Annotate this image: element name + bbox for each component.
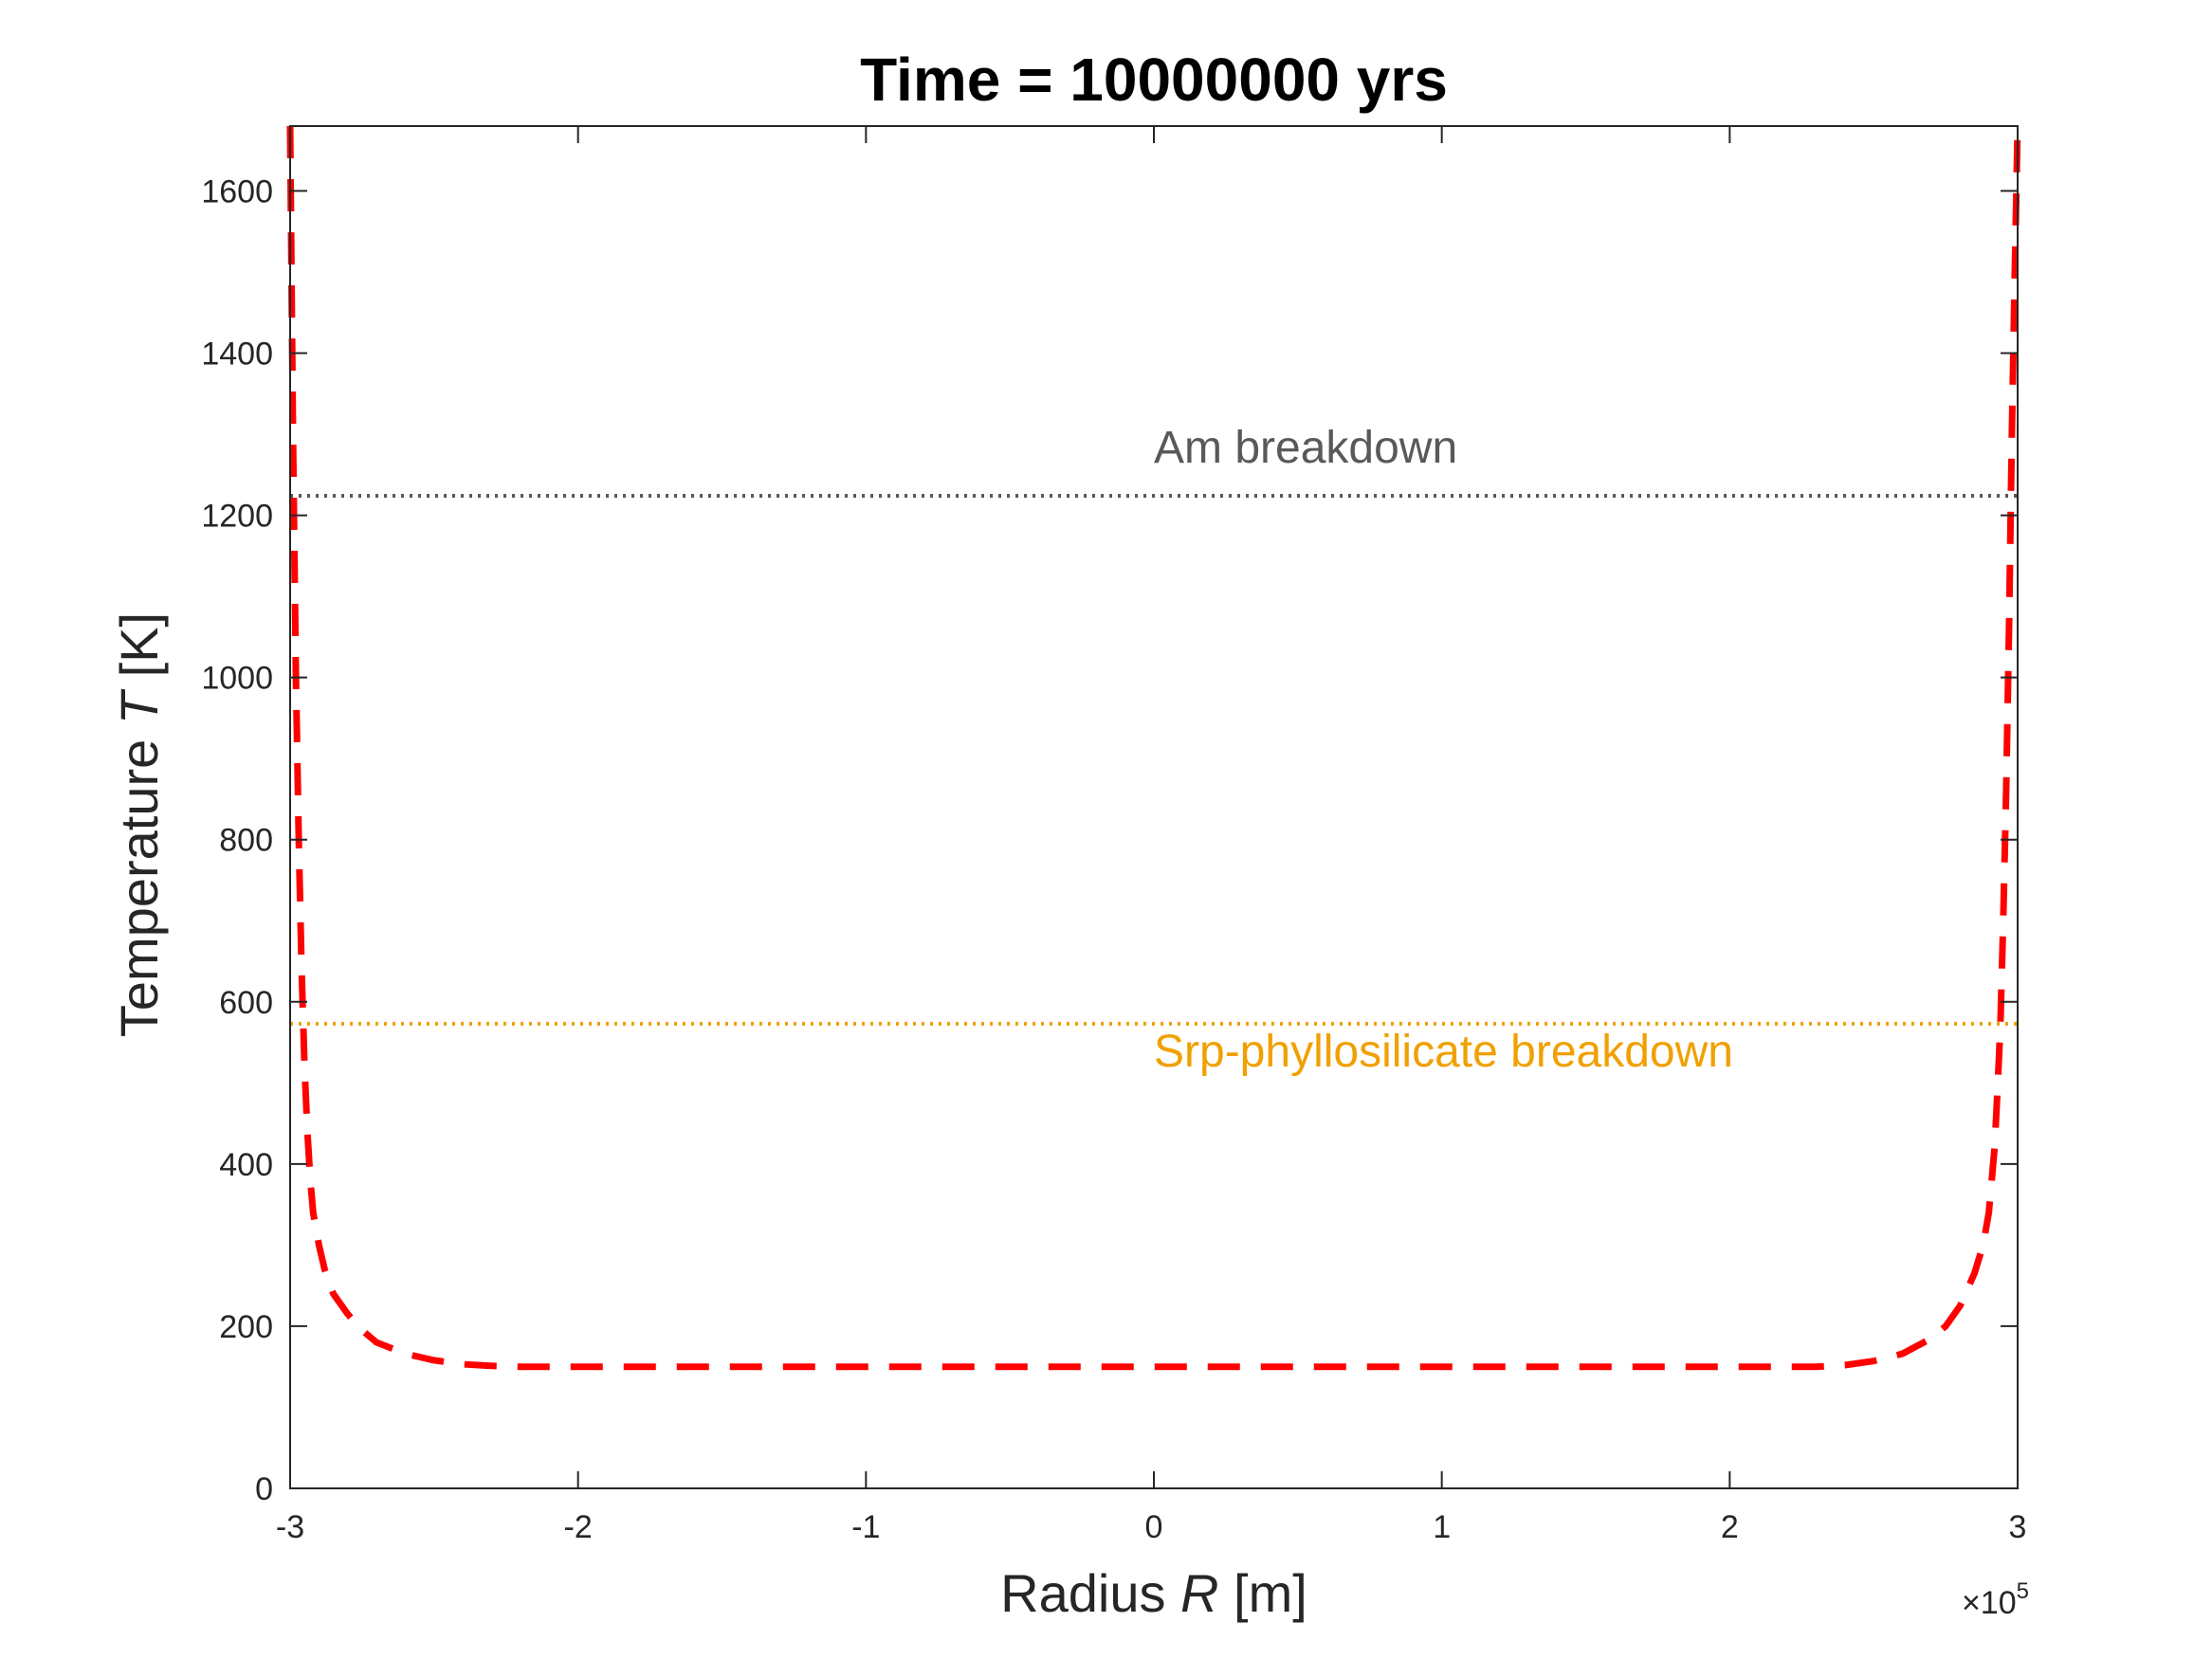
y-tick-label: 1600 (201, 173, 273, 210)
x-exponent-label: ×105 (1962, 1578, 2029, 1621)
x-tick-label: -3 (276, 1509, 304, 1545)
x-tick-label: 1 (1433, 1509, 1451, 1545)
chart-title: Time = 10000000 yrs (860, 46, 1448, 114)
x-tick-label: 3 (2009, 1509, 2027, 1545)
y-tick-label: 400 (219, 1147, 273, 1183)
y-tick-label: 1000 (201, 661, 273, 697)
reference-line-label: Am breakdown (1154, 423, 1457, 473)
y-axis-label: Temperature T [K] (109, 612, 169, 1037)
y-tick-label: 600 (219, 985, 273, 1021)
y-tick-label: 1400 (201, 337, 273, 373)
x-tick-label: 2 (1721, 1509, 1739, 1545)
y-tick-label: 1200 (201, 499, 273, 535)
y-axis-label-var: T (109, 688, 169, 724)
y-axis-label-unit: [K] (109, 612, 169, 692)
y-tick-label: 200 (219, 1309, 273, 1345)
reference-line-label: Srp-phyllosilicate breakdown (1154, 1027, 1733, 1077)
x-tick-label: -2 (564, 1509, 593, 1545)
y-tick-label: 800 (219, 823, 273, 859)
x-tick-label: 0 (1145, 1509, 1163, 1545)
temperature-line (286, 125, 2021, 1371)
y-axis-label-part: Temperature (109, 724, 169, 1037)
axes-layer: -3 -2 -1 0 1 2 3 0 200 400 600 800 1000 1200 1400 1600 (201, 125, 2027, 1545)
x-tick-label: -1 (851, 1509, 880, 1545)
y-tick-label: 0 (255, 1471, 273, 1507)
plot-layer: Am breakdown Srp-phyllosilicate breakdown (286, 125, 2021, 1371)
x-exponent-power: 5 (2017, 1578, 2029, 1604)
x-axis-label-unit: [m] (1219, 1563, 1307, 1623)
x-axis-label-part: Radius (1000, 1563, 1180, 1623)
x-exponent-base: ×10 (1962, 1585, 2017, 1621)
x-axis-label: Radius R [m] (1000, 1563, 1307, 1623)
x-axis-label-var: R (1180, 1563, 1218, 1623)
